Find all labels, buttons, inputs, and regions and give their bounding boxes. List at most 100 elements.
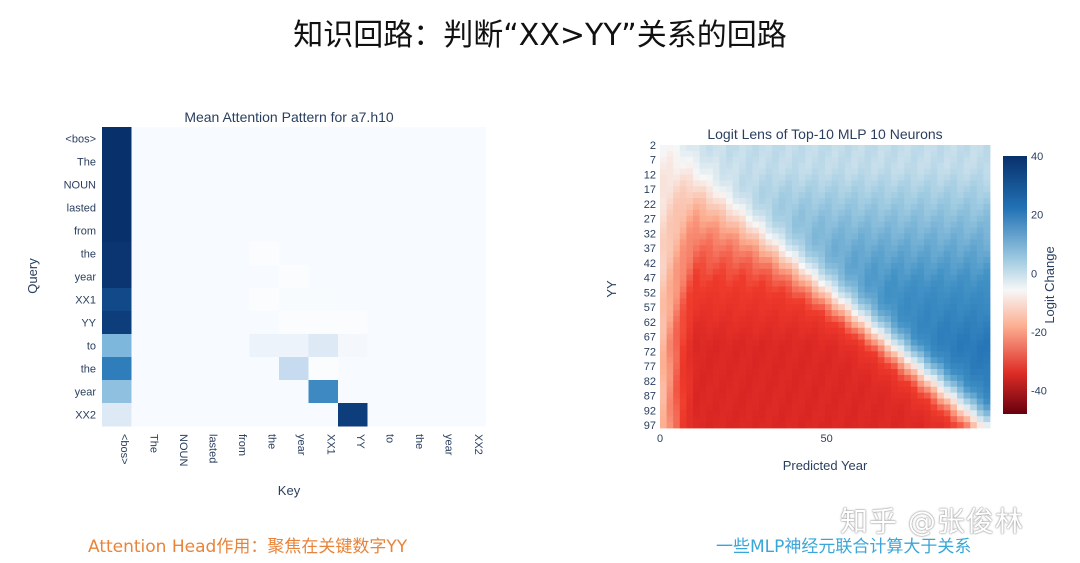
logit-cell: [871, 333, 879, 340]
logit-cell: [924, 209, 931, 217]
logit-cell: [891, 327, 898, 335]
logit-cell: [739, 268, 747, 276]
logit-cell: [910, 145, 918, 152]
logit-cell: [732, 245, 740, 252]
attention-cell: [190, 288, 221, 312]
logit-cell: [745, 233, 753, 240]
logit-cell: [679, 192, 687, 199]
logit-y-tick-label: 52: [644, 287, 656, 299]
logit-cell: [884, 422, 892, 429]
logit-cell: [963, 257, 971, 264]
logit-cell: [752, 327, 760, 335]
logit-cell: [726, 257, 733, 264]
logit-cell: [666, 180, 674, 187]
logit-cell: [693, 227, 700, 234]
logit-cell: [805, 345, 813, 352]
logit-cell: [752, 410, 760, 417]
attention-cell: [338, 380, 368, 404]
logit-cell: [884, 345, 892, 352]
logit-cell: [963, 315, 971, 323]
logit-cell: [798, 410, 806, 417]
attention-cell: [367, 288, 398, 312]
logit-cell: [897, 374, 905, 382]
logit-cell: [798, 345, 806, 352]
logit-cell: [719, 386, 727, 394]
logit-cell: [798, 180, 806, 187]
logit-cell: [897, 410, 905, 417]
logit-cell: [712, 321, 720, 329]
logit-cell: [930, 168, 938, 175]
logit-cell: [792, 369, 799, 376]
logit-cell: [785, 333, 793, 340]
logit-cell: [673, 374, 681, 382]
logit-cell: [778, 369, 786, 376]
logit-cell: [844, 262, 852, 270]
attention-cell: [161, 334, 191, 358]
logit-cell: [778, 321, 786, 329]
logit-cell: [844, 186, 852, 193]
logit-cell: [825, 268, 832, 276]
logit-cell: [811, 339, 819, 346]
logit-cell: [778, 386, 786, 394]
logit-cell: [719, 292, 727, 299]
logit-cell: [699, 351, 707, 358]
logit-cell: [798, 233, 806, 240]
logit-cell: [825, 345, 832, 352]
logit-cell: [891, 380, 898, 388]
logit-cell: [772, 203, 780, 211]
logit-cell: [699, 310, 707, 317]
logit-cell: [805, 186, 813, 193]
logit-cell: [831, 351, 839, 358]
logit-cell: [943, 274, 951, 282]
logit-cell: [950, 257, 958, 264]
logit-cell: [699, 422, 707, 429]
logit-cell: [660, 369, 667, 376]
logit-cell: [838, 162, 846, 169]
logit-cell: [825, 315, 832, 323]
logit-cell: [679, 298, 687, 305]
logit-cell: [772, 398, 780, 405]
attention-cell: [338, 150, 368, 174]
logit-cell: [752, 268, 760, 276]
logit-cell: [693, 422, 700, 429]
logit-cell: [897, 369, 905, 376]
logit-cell: [970, 286, 978, 293]
attention-cell: [456, 127, 486, 151]
logit-cell: [686, 280, 694, 287]
logit-cell: [910, 168, 918, 175]
logit-cell: [666, 186, 674, 193]
logit-cell: [805, 262, 813, 270]
logit-cell: [851, 198, 859, 205]
logit-cell: [818, 374, 826, 382]
logit-cell: [699, 186, 707, 193]
logit-cell: [726, 203, 733, 211]
logit-cell: [706, 203, 714, 211]
logit-cell: [811, 268, 819, 276]
logit-cell: [891, 239, 898, 246]
logit-cell: [917, 392, 925, 399]
attention-cell: [190, 173, 221, 197]
logit-cell: [858, 245, 865, 252]
attention-cell: [131, 173, 162, 197]
logit-cell: [732, 380, 740, 388]
attention-cell: [456, 242, 486, 266]
logit-cell: [844, 251, 852, 258]
logit-cell: [910, 398, 918, 405]
logit-cell: [825, 221, 832, 228]
logit-cell: [897, 150, 905, 158]
logit-cell: [917, 380, 925, 388]
logit-cell: [660, 404, 667, 411]
logit-cell: [844, 150, 852, 158]
logit-cell: [851, 315, 859, 323]
logit-cell: [673, 315, 681, 323]
logit-cell: [924, 286, 931, 293]
logit-cell: [805, 233, 813, 240]
logit-cell: [798, 357, 806, 364]
logit-cell: [660, 245, 667, 252]
logit-cell: [950, 380, 958, 388]
logit-cell: [798, 292, 806, 299]
logit-cell: [719, 351, 727, 358]
logit-cell: [666, 292, 674, 299]
logit-cell: [957, 221, 964, 228]
logit-cell: [910, 422, 918, 429]
